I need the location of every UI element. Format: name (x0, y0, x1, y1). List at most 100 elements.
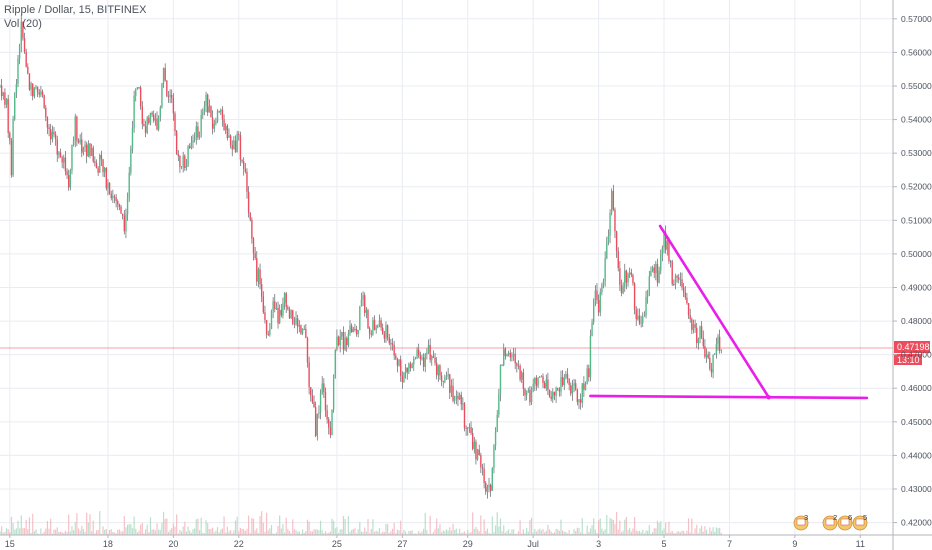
candle-body (435, 362, 438, 376)
candle-body (694, 324, 696, 328)
volume-bar (687, 518, 690, 535)
candle-body (38, 92, 40, 95)
volume-bar (254, 530, 256, 535)
candle-body (117, 200, 119, 205)
volume-bar (362, 532, 364, 535)
volume-bar (41, 533, 44, 535)
candle-body (378, 320, 381, 326)
volume-bar (501, 531, 503, 535)
candle-body (566, 373, 569, 379)
candle-body (110, 193, 112, 199)
volume-bar (153, 529, 155, 535)
candle-body (416, 349, 418, 359)
candle-body (645, 296, 647, 316)
candle-body (126, 197, 129, 215)
candle-body (715, 343, 718, 354)
candle-body (336, 336, 338, 350)
volume-bar (547, 524, 549, 535)
candle-body (689, 315, 691, 320)
candle-body (457, 395, 459, 400)
candle-body (4, 92, 6, 105)
volume-bar (210, 528, 212, 535)
volume-bar (380, 533, 382, 535)
volume-bar (301, 529, 304, 535)
volume-bar (588, 531, 590, 535)
candle-body (480, 454, 482, 468)
volume-indicator-label[interactable]: Vol (20) (4, 18, 42, 30)
candle-body (516, 363, 518, 366)
volume-bar (198, 530, 201, 535)
volume-bar (86, 512, 88, 535)
volume-bar (287, 528, 289, 535)
volume-bar (622, 530, 624, 535)
trendline-drawings[interactable] (589, 224, 869, 400)
trendline[interactable] (658, 224, 770, 399)
volume-bar (478, 531, 480, 535)
volume-bar (367, 519, 369, 535)
candle-body (660, 254, 662, 271)
volume-bar (275, 532, 278, 535)
candle-body (370, 333, 372, 335)
candle-body (499, 365, 502, 395)
candle-body (234, 140, 237, 153)
volume-bar (28, 517, 31, 535)
volume-bar (496, 512, 498, 535)
grid-lines (0, 0, 893, 535)
volume-bar (576, 527, 578, 535)
volume-bar (617, 529, 619, 535)
volume-bar (521, 533, 523, 535)
candle-body (146, 117, 148, 133)
volume-bar (601, 528, 603, 535)
candle-body (571, 385, 574, 394)
volume-bar (231, 533, 233, 535)
event-badges[interactable]: 3 2 6 5 (793, 513, 868, 531)
trendline[interactable] (589, 394, 869, 400)
volume-bar (655, 528, 657, 535)
volume-bar (71, 526, 73, 535)
candle-body (712, 354, 714, 373)
candle-body (5, 98, 8, 105)
volume-bar (261, 511, 263, 535)
volume-bar (45, 528, 47, 535)
volume-bar (77, 528, 80, 535)
candle-body (277, 307, 279, 324)
price-axis[interactable]: 0.42000 0.43000 0.44000 0.45000 0.46000 0.470… (892, 0, 932, 550)
candle-body (468, 426, 471, 428)
volume-bar (614, 524, 616, 535)
volume-bar (344, 518, 346, 535)
volume-bar (704, 526, 706, 535)
volume-bar (403, 529, 405, 535)
trendline-intersection-point[interactable] (766, 395, 771, 400)
volume-bar (215, 530, 217, 535)
candle-body (537, 377, 539, 387)
candle-body (599, 292, 601, 313)
candle-body (606, 241, 608, 259)
candle-body (720, 350, 722, 352)
candle-body (355, 329, 358, 335)
candle-body (465, 428, 467, 430)
candle-body (514, 353, 516, 364)
candle-body (478, 449, 480, 455)
symbol-title[interactable]: Ripple / Dollar, 15, BITFINEX (4, 4, 147, 16)
candle-body (120, 206, 122, 214)
candle-body (329, 427, 332, 435)
candle-body (341, 331, 343, 337)
volume-bar (2, 532, 4, 535)
candle-body (251, 219, 253, 239)
volume-bar (298, 531, 300, 535)
candle-body (254, 253, 256, 259)
volume-bar (436, 518, 438, 535)
volume-bar (102, 526, 104, 535)
candle-body (573, 383, 575, 386)
volume-bar (105, 529, 107, 535)
candle-body (30, 83, 32, 90)
volume-bar (164, 518, 166, 535)
candle-body (205, 94, 207, 107)
time-tick-label: 11 (856, 539, 865, 549)
candle-body (471, 432, 474, 449)
candle-body (0, 85, 3, 97)
volume-bar (104, 529, 106, 535)
time-axis[interactable]: 15 18 20 22 25 27 29 Jul 3 5 7 9 11 (0, 534, 932, 549)
candle-body (427, 344, 430, 353)
